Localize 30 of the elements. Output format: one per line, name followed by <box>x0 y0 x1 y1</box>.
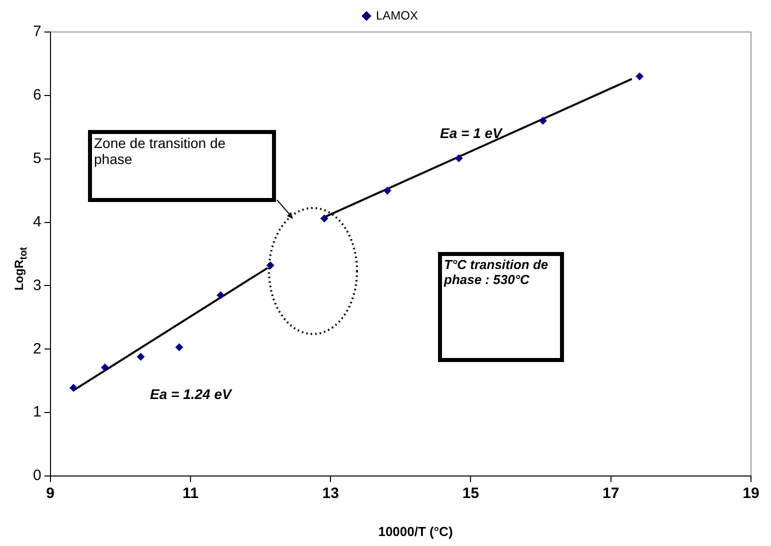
y-tick-label: 4 <box>33 213 42 230</box>
x-tick-label: 17 <box>602 485 620 502</box>
point <box>538 116 547 125</box>
x-axis-title: 10000/T (°C) <box>377 524 454 539</box>
legend-label: LAMOX <box>376 8 418 22</box>
annotation: Ea = 1.24 eV <box>150 386 232 402</box>
y-tick-label: 7 <box>33 23 42 40</box>
annotation: Zone de transition de phase <box>94 135 227 167</box>
annotation: Ea = 1 eV <box>440 125 502 141</box>
x-tick-label: 15 <box>462 485 480 502</box>
y-tick-label: 2 <box>33 340 42 358</box>
y-tick-label: 3 <box>33 276 42 294</box>
x-tick-label: 11 <box>182 485 198 502</box>
point <box>636 72 644 80</box>
x-tick-label: 19 <box>742 485 760 502</box>
point <box>383 186 392 195</box>
x-tick-label: 13 <box>322 485 339 502</box>
y-tick-label: 5 <box>33 150 42 167</box>
x-tick-label: 9 <box>46 485 55 502</box>
point <box>175 343 184 352</box>
point <box>69 384 78 392</box>
point <box>136 352 145 361</box>
y-tick-label: 0 <box>33 467 42 484</box>
point <box>216 291 225 300</box>
point <box>454 154 463 162</box>
y-tick-label: 6 <box>33 86 42 104</box>
point <box>100 364 109 372</box>
annotation: T°C transition de phase : 530°C <box>444 257 550 287</box>
point <box>320 214 328 222</box>
y-tick-label: 1 <box>33 404 42 421</box>
